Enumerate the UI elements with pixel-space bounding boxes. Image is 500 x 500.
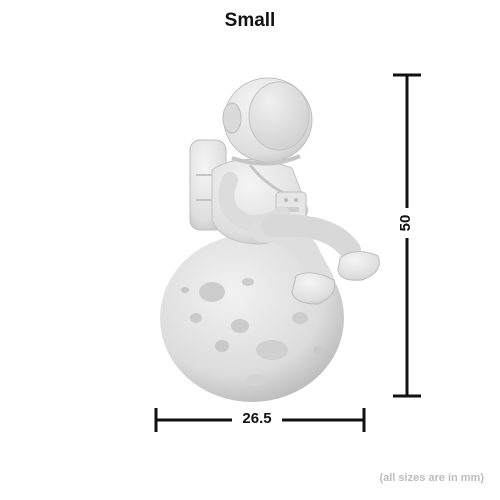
size-title: Small xyxy=(224,10,276,31)
width-dimension-label: 26.5 xyxy=(232,410,282,427)
height-dimension-label: 50 xyxy=(397,208,417,238)
units-footnote: (all sizes are in mm) xyxy=(379,472,484,484)
